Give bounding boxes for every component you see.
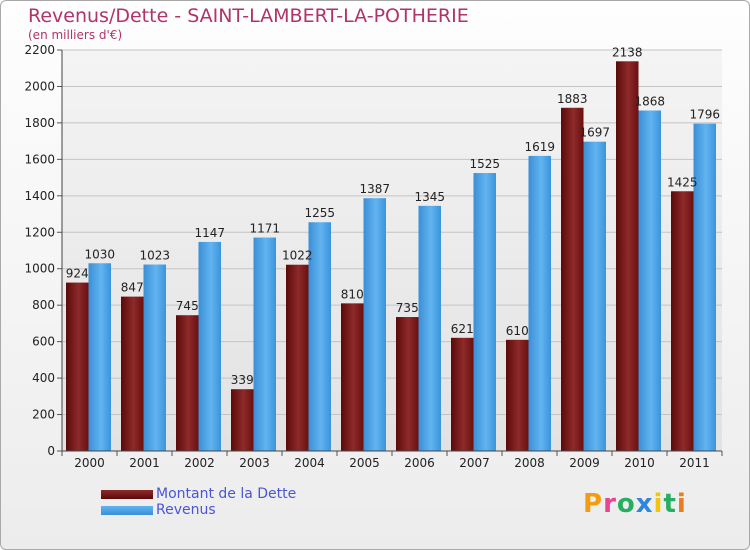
axes: 0 200 400 600 800 1000 1200 1400 1600 1800 2000 220… [24,43,723,470]
data-label-debt-2007: 621 [451,322,474,336]
data-label-revenue-2005: 1387 [359,182,390,196]
y-tick-label: 1200 [24,225,55,239]
bar-debt-2005 [341,303,364,451]
data-label-revenue-2004: 1255 [304,206,335,220]
bar-debt-2011 [671,191,694,452]
bar-debt-2004 [286,264,309,451]
y-tick-label: 600 [32,335,55,349]
data-label-revenue-2001: 1023 [139,249,170,263]
y-tick-label: 2200 [24,43,55,57]
gridlines [62,49,722,452]
bar-debt-2006 [396,317,419,451]
x-tick-label: 2009 [569,456,600,470]
data-label-revenue-2009: 1697 [579,126,610,140]
data-label-debt-2001: 847 [121,281,144,295]
x-tick-label: 2004 [294,456,325,470]
data-label-revenue-2010: 1868 [634,95,665,109]
bar-debt-2003 [231,389,254,451]
y-tick-label: 200 [32,408,55,422]
bar-revenue-2000 [88,263,111,451]
bar-debt-2010 [616,61,639,452]
x-tick-label: 2008 [514,456,545,470]
data-label-debt-2002: 745 [176,299,199,313]
bars [66,61,716,452]
y-tick-label: 1600 [24,152,55,166]
data-label-debt-2003: 339 [231,373,254,387]
y-tick-label: 1800 [24,116,55,130]
bar-revenue-2005 [363,198,386,451]
x-tick-label: 2000 [74,456,105,470]
logo-letter: x [635,489,654,519]
legend-swatch-debt [101,490,153,499]
logo-letter: i [676,489,687,519]
plot-area [62,50,722,451]
data-label-revenue-2008: 1619 [524,140,555,154]
y-tick-label: 1000 [24,262,55,276]
legend-label-revenue: Revenus [156,502,216,518]
bar-revenue-2010 [638,110,661,452]
bar-revenue-2011 [693,123,716,451]
x-tick-label: 2005 [349,456,380,470]
y-tick-label: 1400 [24,189,55,203]
legend-label-debt: Montant de la Dette [156,486,297,502]
proxiti-logo: Proxiti [583,489,687,519]
x-tick-label: 2003 [239,456,270,470]
bar-debt-2001 [121,296,144,451]
logo-letter: P [583,489,604,519]
x-tick-label: 2002 [184,456,215,470]
bar-revenue-2004 [308,222,331,451]
bar-revenue-2002 [198,241,221,451]
data-label-debt-2004: 1022 [282,249,313,263]
bar-debt-2000 [66,282,89,451]
chart-title: Revenus/Dette - SAINT-LAMBERT-LA-POTHERI… [28,5,469,27]
bar-debt-2007 [451,337,474,451]
x-tick-label: 2001 [129,456,160,470]
data-label-debt-2000: 924 [66,267,89,281]
bar-revenue-2001 [143,264,166,451]
data-label-debt-2010: 2138 [612,45,643,59]
y-tick-label: 400 [32,371,55,385]
chart-subtitle: (en milliers d'€) [28,28,123,42]
data-label-debt-2008: 610 [506,324,529,338]
bar-revenue-2007 [473,173,496,451]
legend-swatch-revenue [101,506,153,515]
data-label-revenue-2002: 1147 [194,226,225,240]
bar-revenue-2006 [418,205,441,451]
y-tick-label: 0 [47,444,55,458]
data-label-revenue-2006: 1345 [414,190,445,204]
logo-letter: r [603,489,617,519]
logo-letter: t [663,489,677,519]
bar-debt-2002 [176,315,199,451]
data-label-debt-2005: 810 [341,287,364,301]
x-tick-label: 2007 [459,456,490,470]
data-label-revenue-2003: 1171 [249,222,280,236]
bar-debt-2008 [506,339,529,451]
x-tick-label: 2006 [404,456,435,470]
data-label-debt-2009: 1883 [557,92,588,106]
bar-revenue-2008 [528,155,551,451]
bar-revenue-2003 [253,237,276,451]
data-label-debt-2006: 735 [396,301,419,315]
data-label-revenue-2000: 1030 [84,247,115,261]
data-label-debt-2011: 1425 [667,175,698,189]
x-tick-label: 2010 [624,456,655,470]
bar-debt-2009 [561,107,584,451]
data-label-revenue-2011: 1796 [689,108,720,122]
y-tick-label: 2000 [24,79,55,93]
logo-letter: o [616,489,636,519]
x-tick-label: 2011 [679,456,710,470]
y-tick-label: 800 [32,298,55,312]
logo-letter: i [653,489,664,519]
data-label-revenue-2007: 1525 [469,157,500,171]
bar-revenue-2009 [583,141,606,452]
